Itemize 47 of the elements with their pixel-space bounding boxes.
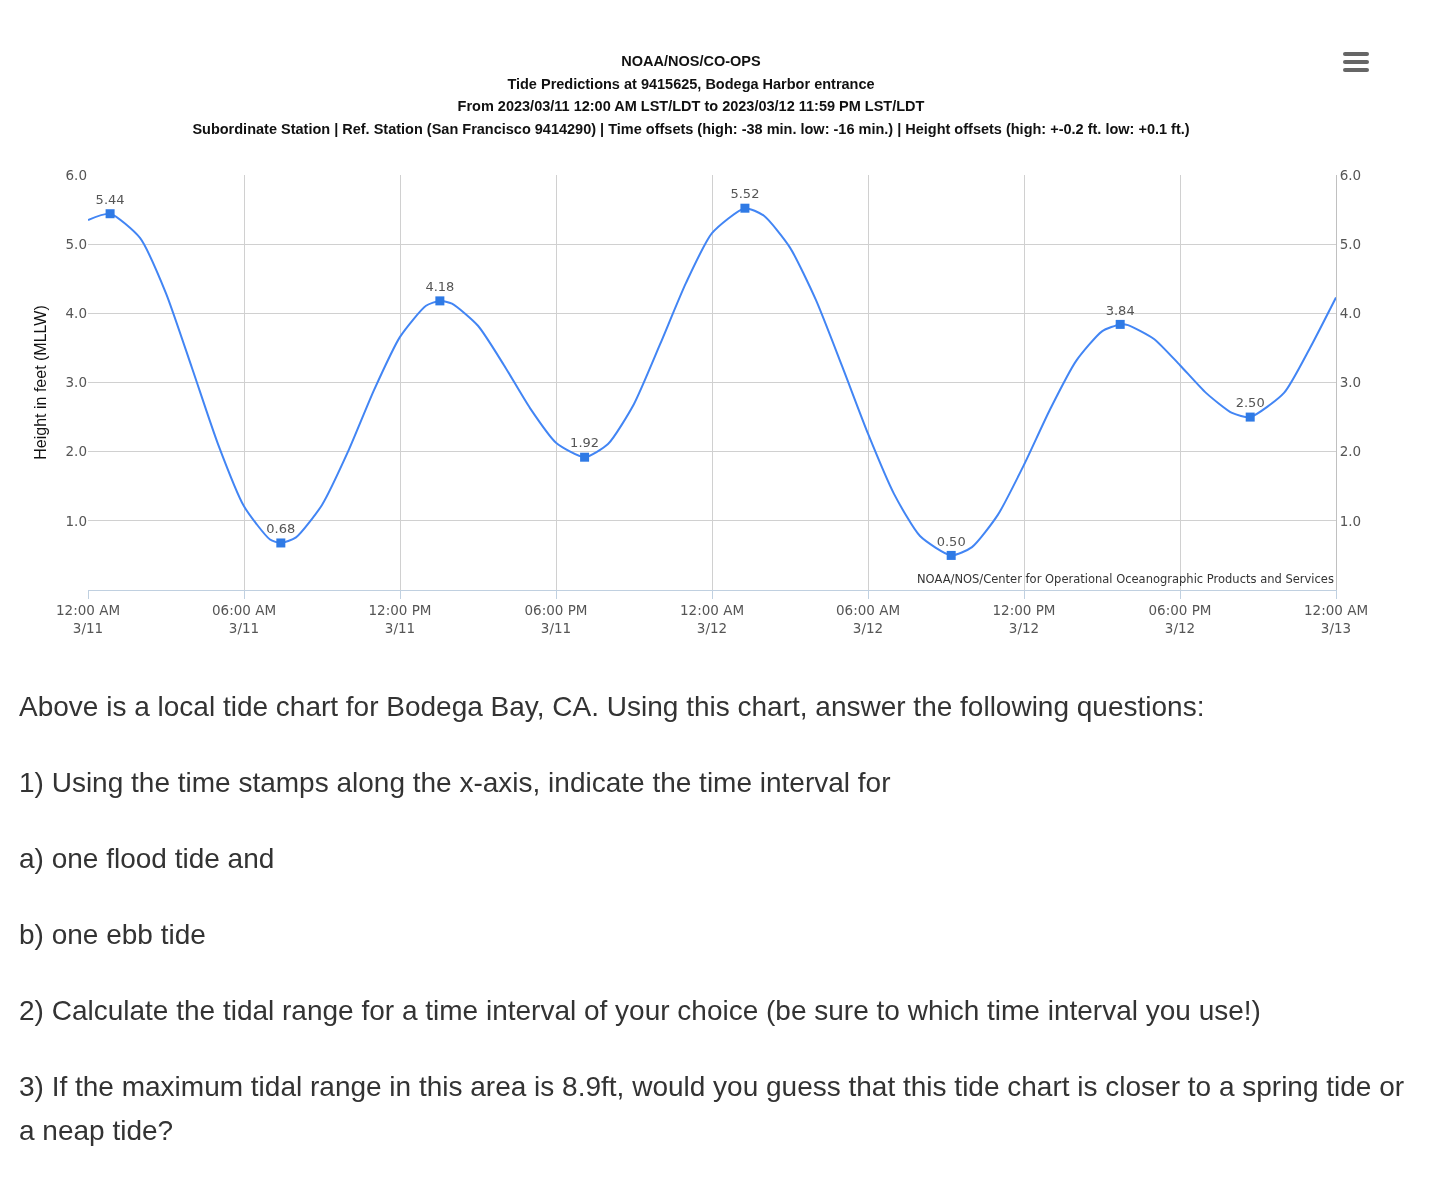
x-tick-label: 12:00 PM 3/11 [368,602,432,636]
y-tick-label: 2.0 [65,443,87,460]
point [276,538,286,548]
chart-subtitle: Tide Predictions at 9415625, Bodega Harbor entrance From 2023/03/11 12:00 AM LST/LDT to 2023/03/12 11:59 PM LST/LDT Subordinate Station | Ref. Station (San Francisco 9414290) | Time offsets (high: -38 min. low: -16 min.) | Height offsets (high: +-0.2 ft. low: +0.1 ft.) [191,74,1191,139]
point [580,452,590,462]
x-tick-label: 12:00 PM 3/12 [992,602,1056,636]
y2-tick-label: 1.0 [1339,512,1362,529]
y-tick-label: 3.0 [65,374,87,391]
x-tick-label: 12:00 AM 3/13 [1303,602,1369,636]
data-label: 2.50 [1235,395,1265,411]
annotation: NOAA/NOS/Center for Operational Oceanographic Products and Services [917,572,1334,586]
point [740,203,750,213]
x-tick-label: 06:00 PM 3/11 [524,602,588,636]
point [105,209,115,219]
point [1115,319,1125,329]
data-label: 5.52 [730,186,760,202]
x-tick-label: 06:00 AM 3/12 [835,602,901,636]
y-tick-label: 5.0 [65,235,87,252]
y-axis-title: Height in feet (MLLW) [32,305,50,460]
y2-tick-label: 4.0 [1339,305,1362,322]
data-label: 0.50 [936,533,966,549]
y2-tick-label: 2.0 [1339,443,1362,460]
data-label: 4.18 [425,279,455,295]
data-label: 1.92 [570,435,600,451]
data-label: 5.44 [95,191,125,207]
data-label: 3.84 [1105,302,1135,318]
y2-tick-label: 6.0 [1339,166,1362,183]
y-tick-label: 1.0 [65,512,87,529]
y-tick-label: 6.0 [65,166,87,183]
x-tick-label: 12:00 AM 3/11 [55,602,121,636]
y-tick-label: 4.0 [65,305,87,322]
point [946,550,956,560]
x-tick-label: 06:00 PM 3/12 [1148,602,1212,636]
point [435,296,445,306]
text: a) one flood tide and [19,842,276,876]
point [1245,412,1255,422]
text: 2) Calculate the tidal range for a time interval of your choice (be sure to which time interval you use!) [19,994,1262,1028]
x-tick-label: 06:00 AM 3/11 [211,602,277,636]
text: 3) If the maximum tidal range in this area is 8.9ft, would you guess that this tide chart is closer to a spring tide or a neap tide? [19,1070,1406,1148]
data-label: 0.68 [266,521,296,537]
text: b) one ebb tide [19,918,207,952]
x-tick-label: 12:00 AM 3/12 [679,602,745,636]
text: 1) Using the time stamps along the x-axis, indicate the time interval for [19,766,892,800]
y2-tick-label: 3.0 [1339,374,1362,391]
chart-title: NOAA/NOS/CO-OPS [620,52,762,71]
y2-tick-label: 5.0 [1339,235,1362,252]
text: Above is a local tide chart for Bodega Bay, CA. Using this chart, answer the following questions: [19,690,1206,724]
